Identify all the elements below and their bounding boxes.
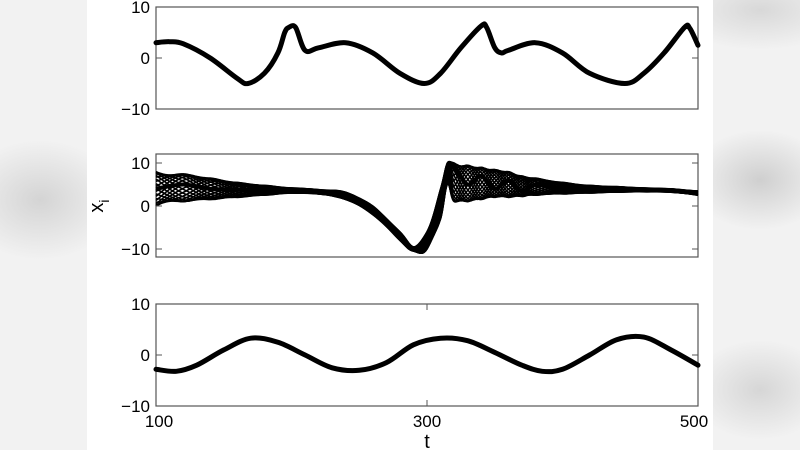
ytick-top-10: 10 <box>131 0 150 17</box>
ytick-top-neg10: −10 <box>121 100 150 119</box>
xtick-100: 100 <box>145 412 173 431</box>
ytick-top-0: 0 <box>141 49 150 68</box>
axes-middle-panel: 10 0 −10 <box>121 153 699 259</box>
figure-canvas: 10 0 −10 10 0 −10 10 0 −10 100 300 500 <box>87 0 708 450</box>
axes-bottom-panel: 10 0 −10 100 300 500 <box>121 295 708 431</box>
trajectory-bundle-bottom <box>153 333 701 375</box>
ytick-bot-neg10: −10 <box>121 397 150 416</box>
svg-text:xi: xi <box>87 199 112 212</box>
trajectory-bundle-top <box>153 21 701 87</box>
ytick-bot-10: 10 <box>131 295 150 314</box>
figure-page: 10 0 −10 10 0 −10 10 0 −10 100 300 500 <box>87 0 713 450</box>
ytick-mid-0: 0 <box>141 197 150 216</box>
ytick-mid-neg10: −10 <box>121 240 150 259</box>
y-axis-label-subscript: i <box>96 199 112 202</box>
y-axis-label: xi <box>87 199 112 212</box>
xtick-300: 300 <box>413 412 441 431</box>
trajectory-bundle-middle <box>155 160 699 255</box>
x-axis-label: t <box>424 431 430 450</box>
y-axis-label-main: x <box>87 203 108 213</box>
xtick-500: 500 <box>680 412 708 431</box>
ytick-bot-0: 0 <box>141 346 150 365</box>
ytick-mid-10: 10 <box>131 154 150 173</box>
axes-top-panel: 10 0 −10 <box>121 0 701 119</box>
